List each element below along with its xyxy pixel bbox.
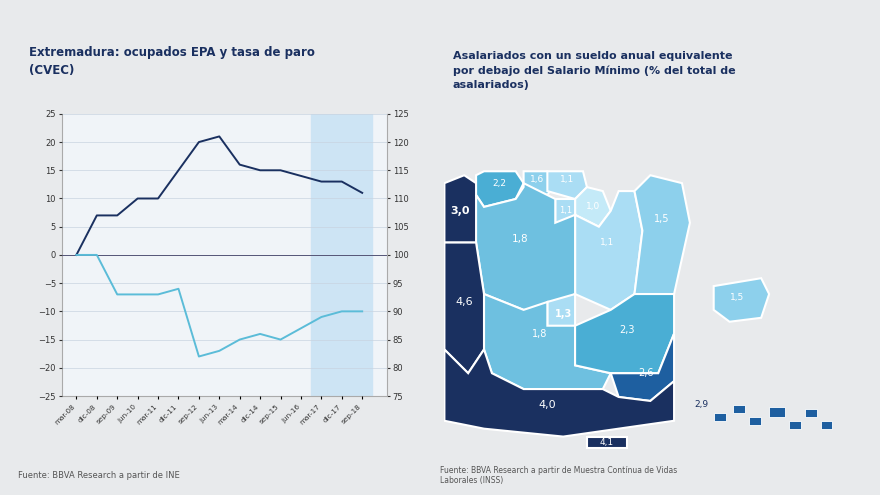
Text: 1,1: 1,1 [599, 238, 614, 247]
Polygon shape [805, 409, 817, 417]
Text: 2,9: 2,9 [694, 400, 709, 409]
Text: 1,6: 1,6 [531, 175, 545, 184]
Text: 2,2: 2,2 [493, 179, 507, 188]
Polygon shape [714, 413, 726, 421]
Polygon shape [821, 421, 832, 429]
Polygon shape [587, 437, 627, 448]
Text: 2,6: 2,6 [639, 368, 654, 378]
Text: Fuente: BBVA Research a partir de Muestra Contínua de Vidas
Laborales (INSS): Fuente: BBVA Research a partir de Muestr… [440, 466, 678, 485]
Polygon shape [769, 407, 785, 417]
Polygon shape [576, 191, 642, 310]
Text: 1,1: 1,1 [559, 206, 572, 215]
Polygon shape [734, 405, 745, 413]
Text: 4,1: 4,1 [599, 438, 614, 447]
Text: 4,6: 4,6 [455, 297, 473, 307]
Polygon shape [789, 421, 801, 429]
Polygon shape [476, 183, 576, 310]
Text: 3,0: 3,0 [451, 206, 470, 216]
Text: 1,8: 1,8 [532, 329, 547, 339]
Bar [312, 114, 372, 396]
Text: Asalariados con un sueldo anual equivalente
por debajo del Salario Mínimo (% del: Asalariados con un sueldo anual equivale… [452, 51, 736, 90]
Text: 1,8: 1,8 [511, 234, 528, 244]
Polygon shape [444, 243, 484, 373]
Polygon shape [555, 199, 576, 231]
Polygon shape [524, 171, 555, 195]
Polygon shape [444, 349, 674, 437]
Polygon shape [714, 278, 769, 322]
Polygon shape [547, 294, 576, 338]
Text: 1,5: 1,5 [655, 214, 670, 224]
Polygon shape [750, 417, 761, 425]
Text: 4,0: 4,0 [539, 400, 556, 410]
Text: 1,3: 1,3 [554, 309, 572, 319]
Polygon shape [484, 294, 611, 389]
Text: Extremadura: ocupados EPA y tasa de paro
(CVEC): Extremadura: ocupados EPA y tasa de paro… [29, 47, 315, 77]
Polygon shape [576, 294, 674, 373]
Text: 1,0: 1,0 [586, 202, 600, 211]
Polygon shape [611, 334, 674, 401]
Text: Fuente: BBVA Research a partir de INE: Fuente: BBVA Research a partir de INE [18, 471, 180, 480]
Polygon shape [476, 171, 524, 207]
Text: 2,3: 2,3 [619, 325, 634, 335]
Text: 1,5: 1,5 [730, 294, 744, 302]
Polygon shape [444, 175, 484, 243]
Polygon shape [547, 171, 587, 199]
Polygon shape [634, 175, 690, 294]
Polygon shape [576, 187, 611, 227]
Text: 1,1: 1,1 [560, 175, 575, 184]
